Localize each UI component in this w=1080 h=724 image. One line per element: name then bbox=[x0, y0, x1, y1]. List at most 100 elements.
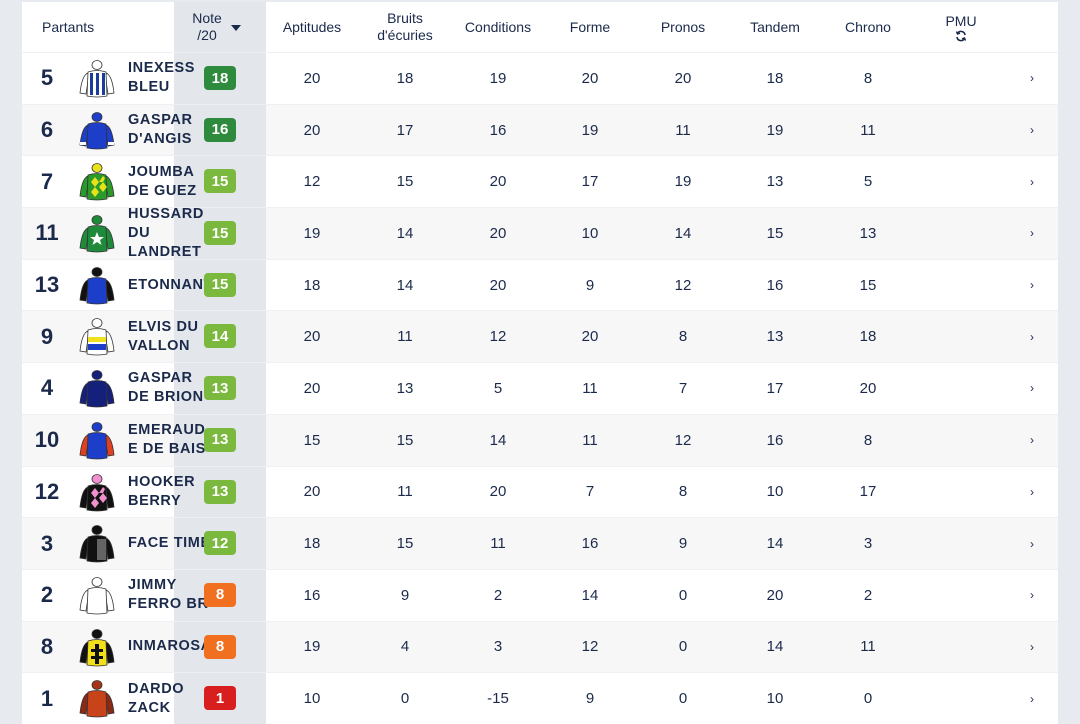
runner-number: 13 bbox=[34, 272, 60, 298]
header-conditions[interactable]: Conditions bbox=[452, 2, 544, 52]
table-row[interactable]: 11 HUSSARD DU LANDRET 15 19 14 20 10 14 15 13 › bbox=[22, 205, 1058, 260]
chevron-right-icon[interactable]: › bbox=[1030, 639, 1034, 654]
chevron-right-icon[interactable]: › bbox=[1030, 174, 1034, 189]
table-row[interactable]: 3 FACE TIME 12 18 15 11 16 9 14 3 › bbox=[22, 517, 1058, 569]
jockey-silk-icon bbox=[78, 369, 115, 408]
header-tandem[interactable]: Tandem bbox=[729, 2, 821, 52]
horse-name[interactable]: INEXESS BLEU bbox=[128, 60, 196, 96]
table-row[interactable]: 13 ETONNANT 15 18 14 20 9 12 16 15 › bbox=[22, 258, 1058, 311]
forme-value: 12 bbox=[581, 638, 599, 656]
runner-number: 7 bbox=[40, 168, 54, 194]
header-partants[interactable]: Partants bbox=[42, 2, 162, 52]
aptitudes-value: 18 bbox=[303, 535, 321, 553]
chevron-right-icon[interactable]: › bbox=[1030, 484, 1034, 499]
header-chrono[interactable]: Chrono bbox=[822, 2, 914, 52]
note-badge: 15 bbox=[204, 272, 236, 297]
chevron-right-icon[interactable]: › bbox=[1030, 588, 1034, 603]
note-badge: 15 bbox=[204, 169, 236, 194]
header-forme[interactable]: Forme bbox=[544, 2, 636, 52]
table-row[interactable]: 2 JIMMY FERRO BR 8 16 9 2 14 0 20 2 › bbox=[22, 568, 1058, 621]
table-row[interactable]: 9 ELVIS DU VALLON 14 20 11 12 20 8 13 18 › bbox=[22, 310, 1058, 363]
header-pronos-label: Pronos bbox=[660, 18, 706, 35]
chevron-right-icon[interactable]: › bbox=[1030, 381, 1034, 396]
aptitudes-value: 20 bbox=[303, 379, 321, 397]
header-chrono-label: Chrono bbox=[845, 18, 891, 35]
chevron-right-icon[interactable]: › bbox=[1030, 691, 1034, 706]
chrono-value: 0 bbox=[863, 690, 873, 708]
conditions-value: 16 bbox=[489, 121, 507, 139]
note-badge: 14 bbox=[204, 324, 236, 349]
jockey-silk-icon bbox=[78, 628, 115, 666]
conditions-value: 3 bbox=[493, 638, 503, 656]
aptitudes-value: 20 bbox=[303, 328, 321, 346]
chevron-right-icon[interactable]: › bbox=[1030, 329, 1034, 344]
horse-name[interactable]: HOOKER BERRY bbox=[128, 473, 196, 509]
refresh-icon[interactable] bbox=[955, 30, 967, 42]
conditions-value: 19 bbox=[489, 69, 507, 87]
horse-name[interactable]: INMAROSA bbox=[128, 638, 212, 655]
chevron-right-icon[interactable]: › bbox=[1030, 536, 1034, 551]
bruits-value: 0 bbox=[400, 690, 410, 708]
jockey-silk-icon bbox=[78, 679, 115, 718]
tandem-value: 14 bbox=[766, 535, 784, 553]
table-row[interactable]: 1 DARDO ZACK 1 10 0 -15 9 0 10 0 › bbox=[22, 672, 1058, 724]
bruits-value: 14 bbox=[396, 276, 414, 294]
header-bruits-sub: d'écuries bbox=[377, 27, 433, 43]
bruits-value: 15 bbox=[396, 535, 414, 553]
horse-name[interactable]: GASPAR D'ANGIS bbox=[128, 112, 193, 148]
header-note[interactable]: Note /20 bbox=[174, 2, 240, 52]
chrono-value: 15 bbox=[859, 276, 877, 294]
horse-name[interactable]: ETONNANT bbox=[128, 276, 214, 293]
sort-down-icon[interactable] bbox=[231, 25, 241, 31]
table-row[interactable]: 4 GASPAR DE BRION 13 20 13 5 11 7 17 20 › bbox=[22, 362, 1058, 414]
table-row[interactable]: 8 INMAROSA 8 19 4 3 12 0 14 11 › bbox=[22, 620, 1058, 673]
note-badge: 1 bbox=[204, 686, 236, 711]
horse-name[interactable]: FACE TIME bbox=[128, 535, 211, 552]
chevron-right-icon[interactable]: › bbox=[1030, 226, 1034, 241]
tandem-value: 19 bbox=[766, 121, 784, 139]
jockey-silk-icon bbox=[78, 214, 115, 253]
forme-value: 9 bbox=[585, 276, 595, 294]
conditions-value: 12 bbox=[489, 328, 507, 346]
header-conditions-label: Conditions bbox=[464, 18, 532, 35]
pronos-value: 20 bbox=[674, 69, 692, 87]
forme-value: 9 bbox=[585, 690, 595, 708]
chrono-value: 8 bbox=[863, 69, 873, 87]
tandem-value: 14 bbox=[766, 638, 784, 656]
horse-name[interactable]: JOUMBA DE GUEZ bbox=[128, 163, 197, 199]
jockey-silk-icon bbox=[78, 111, 115, 150]
header-aptitudes[interactable]: Aptitudes bbox=[266, 2, 358, 52]
horse-name[interactable]: ELVIS DU VALLON bbox=[128, 318, 199, 354]
chevron-right-icon[interactable]: › bbox=[1030, 433, 1034, 448]
note-badge: 8 bbox=[204, 582, 236, 607]
horse-name[interactable]: GASPAR DE BRION bbox=[128, 370, 204, 406]
jockey-silk-icon bbox=[78, 266, 115, 305]
horse-name[interactable]: DARDO ZACK bbox=[128, 680, 185, 716]
chevron-right-icon[interactable]: › bbox=[1030, 123, 1034, 138]
horse-name[interactable]: HUSSARD DU LANDRET bbox=[128, 205, 204, 260]
runner-number: 6 bbox=[40, 117, 54, 143]
horse-name[interactable]: EMERAUDE DE BAIS bbox=[128, 422, 206, 458]
header-bruits[interactable]: Bruits d'écuries bbox=[359, 2, 451, 52]
horse-name[interactable]: JIMMY FERRO BR bbox=[128, 577, 209, 613]
table-row[interactable]: 6 GASPAR D'ANGIS 16 20 17 16 19 11 19 11 › bbox=[22, 103, 1058, 156]
pronos-value: 0 bbox=[678, 638, 688, 656]
runner-number: 5 bbox=[40, 65, 54, 91]
table-row[interactable]: 5 INEXESS BLEU 18 20 18 19 20 20 18 8 › bbox=[22, 52, 1058, 104]
table-row[interactable]: 10 EMERAUDE DE BAIS 13 15 15 14 11 12 16 8 › bbox=[22, 413, 1058, 466]
conditions-value: 20 bbox=[489, 224, 507, 242]
bruits-value: 17 bbox=[396, 121, 414, 139]
chevron-right-icon[interactable]: › bbox=[1030, 278, 1034, 293]
runner-number: 9 bbox=[40, 323, 54, 349]
pronos-value: 19 bbox=[674, 173, 692, 191]
conditions-value: 2 bbox=[493, 586, 503, 604]
header-pronos[interactable]: Pronos bbox=[637, 2, 729, 52]
aptitudes-value: 20 bbox=[303, 69, 321, 87]
chevron-right-icon[interactable]: › bbox=[1030, 71, 1034, 86]
forme-value: 16 bbox=[581, 535, 599, 553]
aptitudes-value: 15 bbox=[303, 431, 321, 449]
header-forme-label: Forme bbox=[569, 18, 611, 35]
table-row[interactable]: 7 JOUMBA DE GUEZ 15 12 15 20 17 19 13 5 › bbox=[22, 155, 1058, 208]
table-row[interactable]: 12 HOOKER BERRY 13 20 11 20 7 8 10 17 › bbox=[22, 465, 1058, 518]
header-pmu[interactable]: PMU bbox=[915, 2, 1007, 52]
